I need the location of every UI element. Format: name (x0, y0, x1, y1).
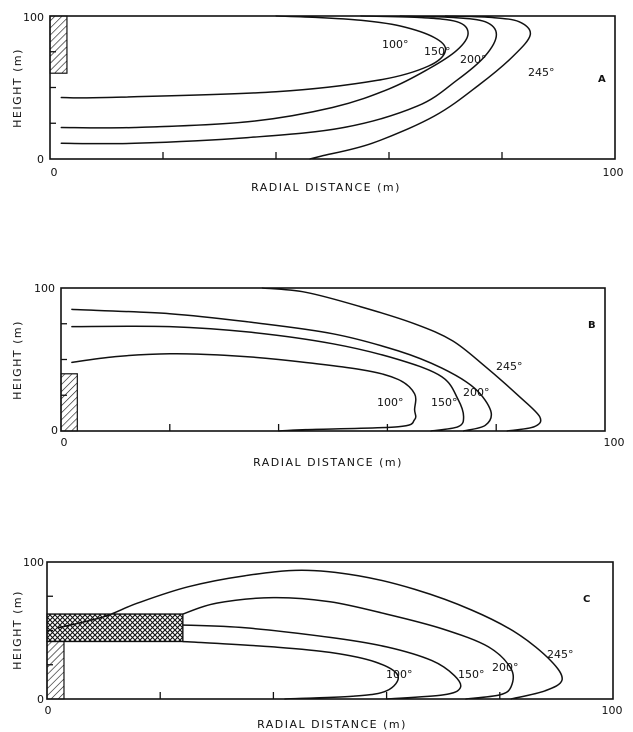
panel-b-contour-label-2: 150° (431, 396, 458, 409)
panel-c-cross-hatched-block (46, 613, 184, 643)
panel-c-marks: 100° 150° 200° 245° (46, 569, 574, 700)
panel-b-hatched-block (60, 373, 78, 432)
panel-b-contour-4 (261, 287, 542, 432)
panel-b-frame (60, 287, 606, 432)
panel-b-contour-1 (71, 352, 417, 432)
panel-b-y-tick-100: 100 (34, 282, 55, 295)
panel-b-contour-2 (71, 325, 465, 432)
panel-b-contour-label-1: 100° (377, 396, 404, 409)
panel-b-xlabel: RADIAL DISTANCE (m) (253, 456, 403, 469)
panel-c-contour-label-3: 200° (492, 661, 519, 674)
panel-b-x-tick-100: 100 (604, 436, 625, 449)
panel-b-y-tick-0: 0 (51, 424, 58, 437)
panel-a-contour-4 (309, 15, 532, 160)
panel-a-contour-label-3: 200° (460, 53, 487, 66)
panel-c-contour-1 (182, 640, 400, 700)
panel-a-xlabel: RADIAL DISTANCE (m) (251, 181, 401, 194)
panel-b-letter: B (588, 320, 596, 331)
panel-b: HEIGHT (m) 100 0 0 100 RADIAL DISTANCE (… (11, 282, 625, 469)
panel-b-contour-label-4: 245° (496, 360, 523, 373)
panel-a-contour-label-2: 150° (424, 45, 451, 58)
panel-c-hatched-block (46, 640, 65, 700)
panel-b-contour-label-3: 200° (463, 386, 490, 399)
panel-c-letter: C (583, 594, 590, 605)
panel-c: HEIGHT (m) 100 0 0 100 RADIAL DISTANCE (… (11, 556, 623, 731)
panel-c-x-tick-100: 100 (602, 704, 623, 717)
panel-a-letter: A (598, 74, 606, 85)
panel-c-y-tick-100: 100 (23, 556, 44, 569)
panel-a: HEIGHT (m) 100 0 0 100 RADIAL DISTANCE (… (11, 11, 624, 194)
panel-a-y-tick-0: 0 (37, 153, 44, 166)
panel-c-ylabel: HEIGHT (m) (11, 590, 24, 670)
panel-a-x-tick-100: 100 (603, 166, 624, 179)
panel-a-contour-3 (60, 15, 498, 145)
panel-a-contour-2 (60, 15, 469, 129)
panel-b-marks: 100° 150° 200° 245° (60, 287, 542, 432)
panel-b-contour-3 (71, 308, 493, 432)
panel-b-x-tick-0: 0 (61, 436, 68, 449)
panel-a-x-tick-0: 0 (51, 166, 58, 179)
panel-c-contour-label-1: 100° (386, 668, 413, 681)
panel-c-contour-label-2: 150° (458, 668, 485, 681)
panel-c-xlabel: RADIAL DISTANCE (m) (257, 718, 407, 731)
panel-c-contour-3 (182, 596, 515, 700)
panel-a-contour-label-1: 100° (382, 38, 409, 51)
panel-a-ylabel: HEIGHT (m) (11, 48, 24, 128)
panel-a-contour-label-4: 245° (528, 66, 555, 79)
panel-c-contour-2 (182, 624, 462, 700)
panel-a-hatched-block (49, 15, 68, 74)
panel-c-contour-label-4: 245° (547, 648, 574, 661)
panel-a-contour-1 (60, 15, 447, 99)
panel-a-y-tick-100: 100 (23, 11, 44, 24)
panel-a-frame (49, 15, 616, 160)
panel-b-ylabel: HEIGHT (m) (11, 320, 24, 400)
panel-c-contour-4 (57, 569, 563, 700)
panel-c-y-tick-0: 0 (37, 693, 44, 706)
panel-c-x-tick-0: 0 (45, 704, 52, 717)
panel-a-marks: 100° 150° 200° 245° (49, 15, 555, 160)
